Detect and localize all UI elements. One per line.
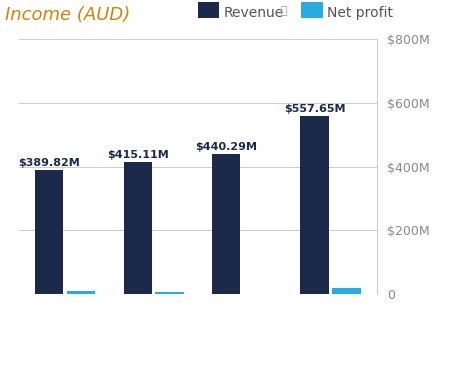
Bar	[67, 291, 95, 294]
Bar	[155, 292, 184, 294]
Text: $440.29M: $440.29M	[195, 142, 257, 152]
Text: Income (AUD): Income (AUD)	[5, 6, 130, 24]
Bar	[123, 162, 152, 294]
Bar	[300, 116, 329, 294]
Bar	[332, 288, 360, 294]
Text: Net profit: Net profit	[327, 6, 393, 20]
Text: Revenue: Revenue	[224, 6, 284, 20]
Text: $389.82M: $389.82M	[18, 158, 80, 168]
Text: $415.11M: $415.11M	[107, 150, 169, 160]
Text: $557.65M: $557.65M	[284, 105, 345, 114]
Bar	[212, 154, 240, 294]
Bar	[35, 170, 64, 294]
Text: ⓘ: ⓘ	[280, 6, 287, 16]
